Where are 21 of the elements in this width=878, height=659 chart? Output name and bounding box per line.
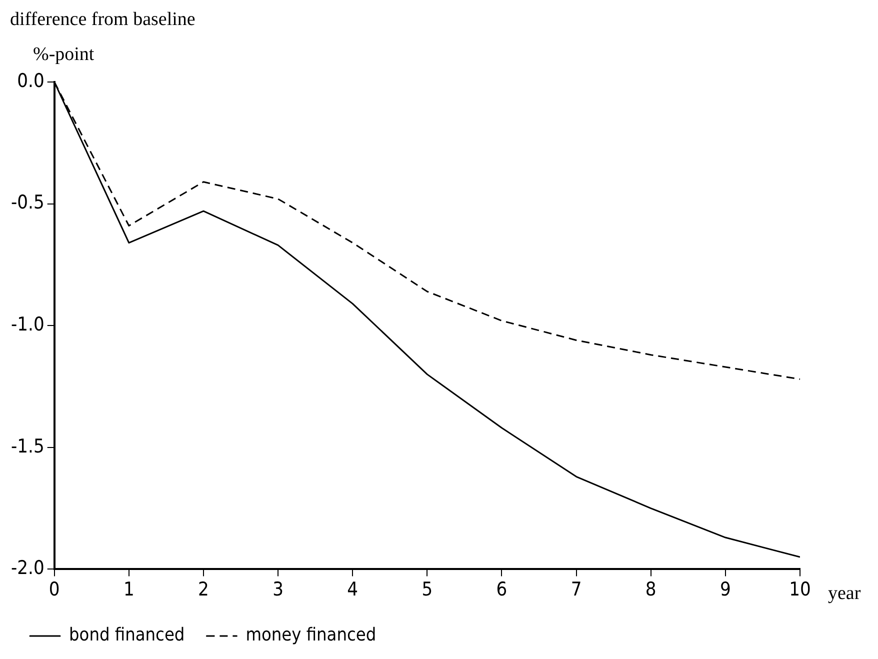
y-tick-label: -0.5 <box>11 192 44 214</box>
x-tick-label: 1 <box>123 578 134 601</box>
y-tick-label: -1.0 <box>11 314 44 336</box>
legend-label: bond financed <box>69 624 185 646</box>
y-tick-label: -1.5 <box>11 435 44 458</box>
y-tick-label: -2.0 <box>11 557 44 580</box>
x-tick-label: 5 <box>422 578 433 601</box>
x-tick-label: 2 <box>198 578 209 601</box>
y-axis-title: %-point <box>33 44 95 65</box>
x-axis-title: year <box>828 583 862 604</box>
x-tick-label: 10 <box>789 578 811 601</box>
x-tick-label: 6 <box>496 578 508 601</box>
x-tick-label: 9 <box>720 578 731 601</box>
chart-title: difference from baseline <box>10 9 196 30</box>
y-tick-label: 0.0 <box>17 70 44 92</box>
x-tick-label: 3 <box>272 578 284 601</box>
x-tick-label: 7 <box>570 578 582 601</box>
x-tick-label: 8 <box>645 578 656 601</box>
x-tick-label: 4 <box>347 578 358 601</box>
x-tick-label: 0 <box>48 578 60 601</box>
legend-label: money financed <box>246 624 376 646</box>
